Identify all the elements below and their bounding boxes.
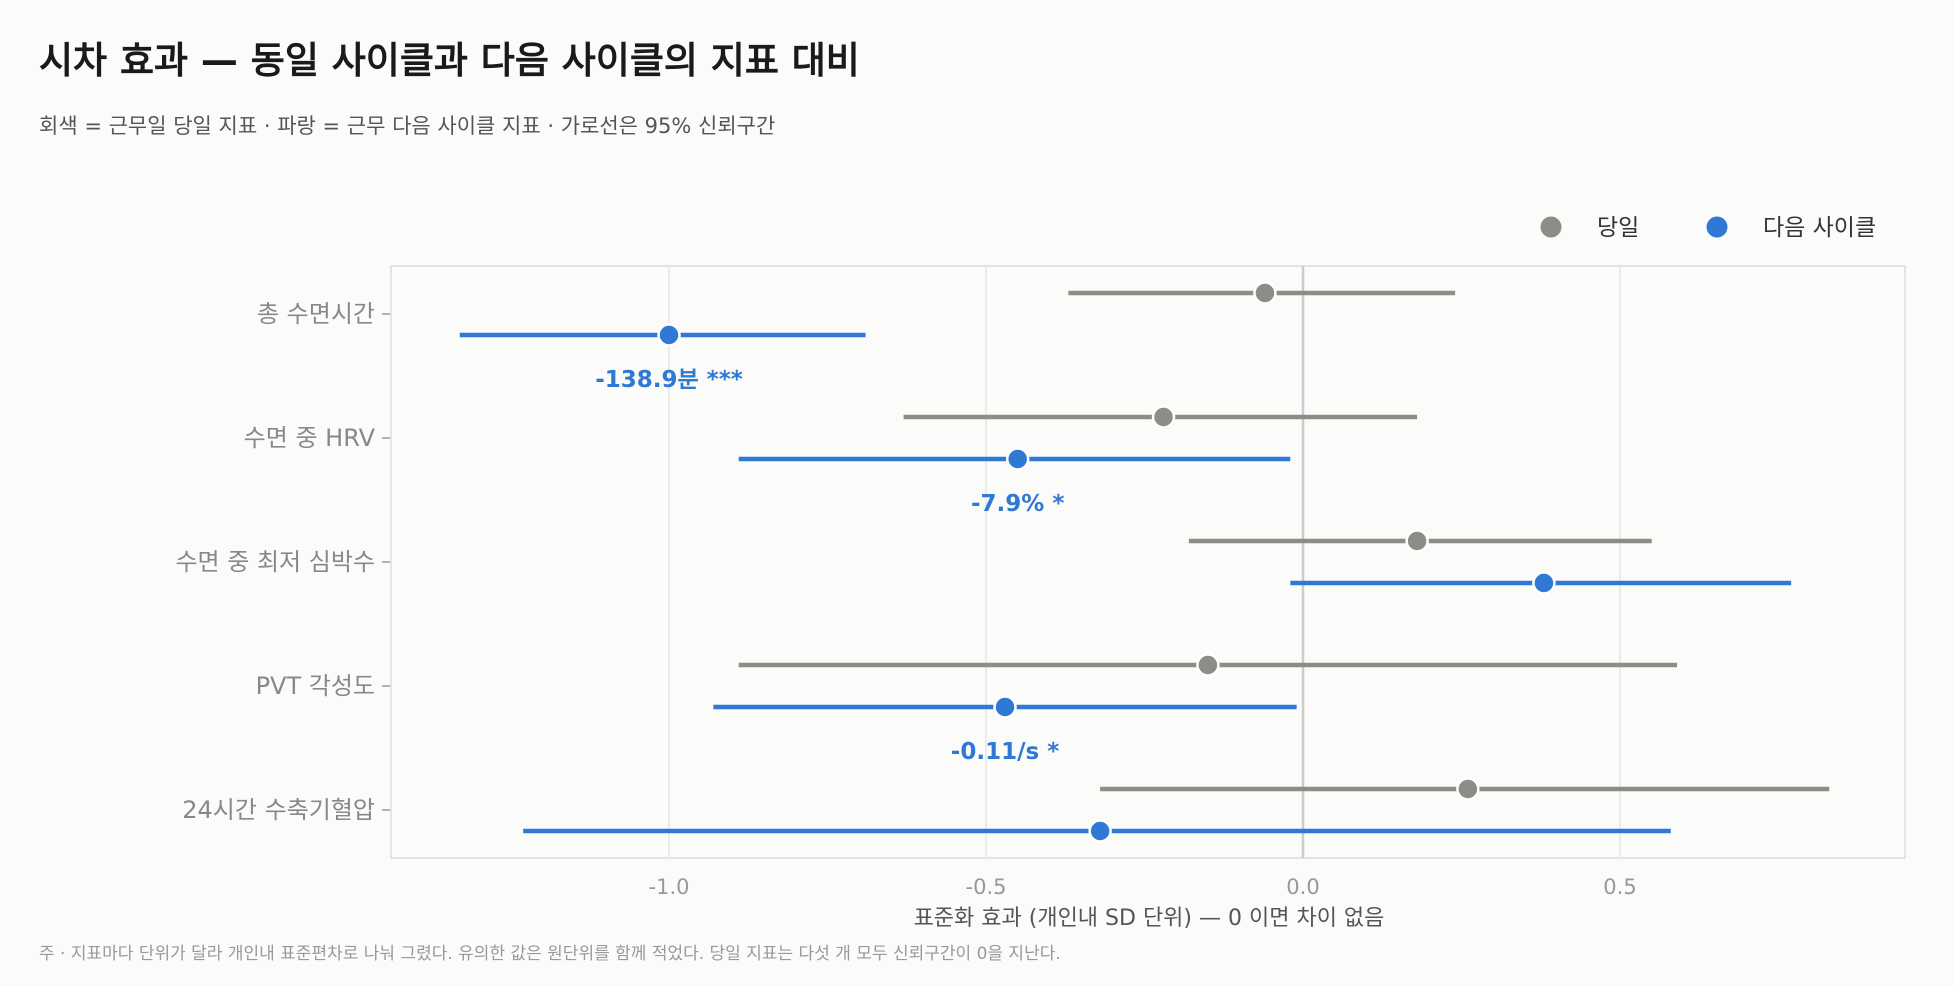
legend-label: 다음 사이클 <box>1763 215 1876 241</box>
estimate-point <box>1151 405 1176 429</box>
effect-annotation: -0.11/s * <box>951 739 1059 765</box>
x-tick-label: -0.5 <box>966 875 1007 899</box>
y-tick-label: 24시간 수축기혈압 <box>182 796 375 824</box>
footnote: 주 · 지표마다 단위가 달라 개인내 표준편차로 나눠 그렸다. 유의한 값은… <box>39 944 1061 964</box>
estimate-point <box>1005 447 1030 471</box>
legend-label: 당일 <box>1597 215 1639 241</box>
plot-frame <box>390 265 1906 859</box>
legend: 당일 다음 사이클 <box>1540 215 1876 241</box>
legend-marker <box>1706 216 1728 238</box>
chart-title: 시차 효과 — 동일 사이클과 다음 사이클의 지표 대비 <box>39 39 860 82</box>
effect-annotation: -138.9분 *** <box>595 367 743 393</box>
estimate-point <box>657 323 681 347</box>
y-tick-label: 수면 중 HRV <box>244 424 376 452</box>
estimate-point <box>1253 281 1277 305</box>
legend-marker <box>1540 216 1562 238</box>
chart-subtitle: 회색 = 근무일 당일 지표 · 파랑 = 근무 다음 사이클 지표 · 가로선… <box>39 114 775 138</box>
estimate-point <box>993 695 1017 719</box>
estimate-point <box>1456 777 1480 801</box>
y-tick-label: 총 수면시간 <box>257 300 375 328</box>
estimate-point <box>1088 819 1112 843</box>
y-tick-label: 수면 중 최저 심박수 <box>175 548 375 576</box>
estimate-point <box>1196 653 1220 677</box>
x-tick-label: 0.5 <box>1603 875 1636 899</box>
x-tick-label: 0.0 <box>1286 875 1319 899</box>
y-tick-label: PVT 각성도 <box>256 672 375 700</box>
estimate-point <box>1405 529 1429 553</box>
estimate-point <box>1532 571 1556 595</box>
x-axis-label: 표준화 효과 (개인내 SD 단위) — 0 이면 차이 없음 <box>914 906 1385 931</box>
x-tick-label: -1.0 <box>649 875 690 899</box>
effect-annotation: -7.9% * <box>971 491 1064 517</box>
